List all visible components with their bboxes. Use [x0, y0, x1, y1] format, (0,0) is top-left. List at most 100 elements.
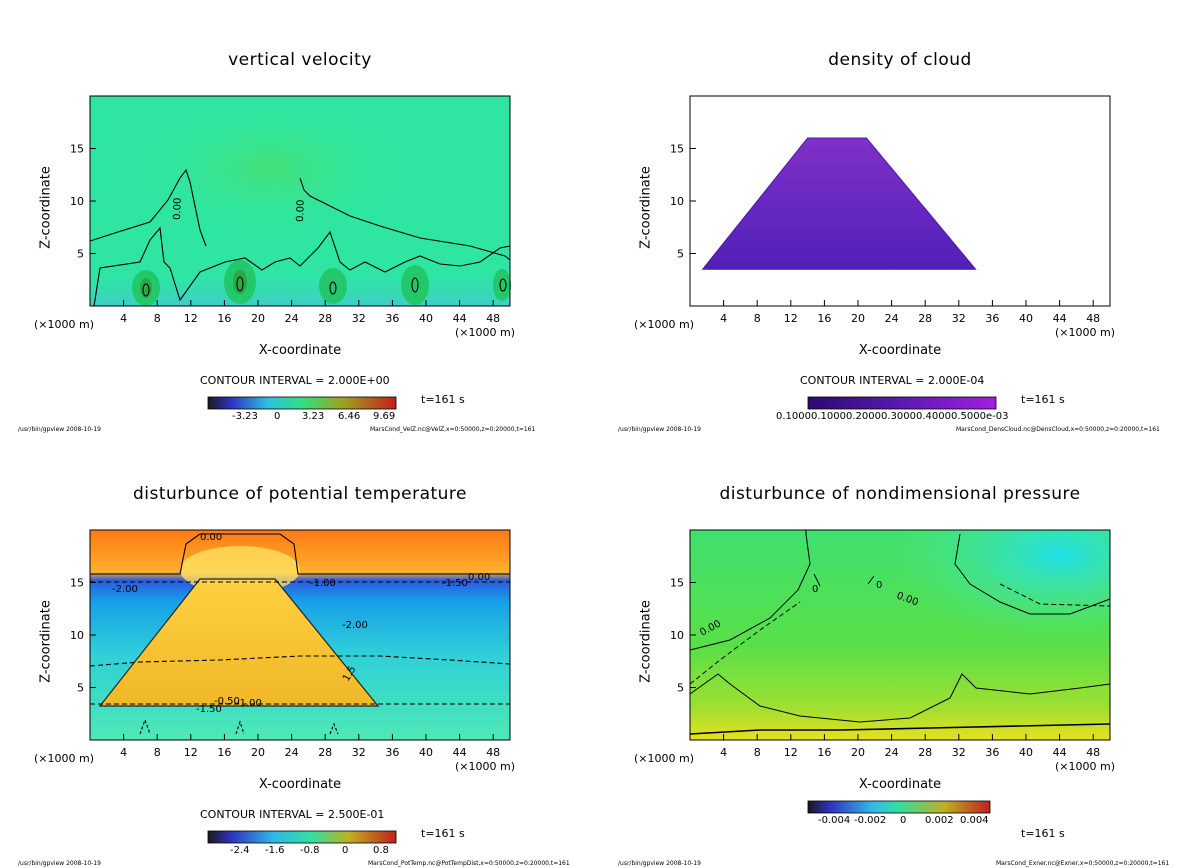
contour-interval: CONTOUR INTERVAL = 2.500E-01 [200, 808, 385, 821]
chart-title: disturbunce of nondimensional pressure [719, 484, 1081, 504]
contour-label: -2.00 [112, 584, 138, 595]
colorbar-tick: -0.002 [854, 815, 887, 826]
footer-right: MarsCond_VelZ.nc@VelZ,x=0:50000,z=0:2000… [370, 426, 536, 433]
y-tick-labels: 5 10 15 [70, 577, 96, 695]
x-unit-left: (×1000 m) [34, 752, 95, 765]
contour-label: -1.50 [196, 704, 222, 715]
colorbar [807, 396, 997, 410]
x-tick-label: 40 [419, 746, 433, 759]
x-tick-label: 28 [318, 312, 332, 325]
x-tick-label: 36 [985, 312, 999, 325]
x-tick-label: 28 [318, 746, 332, 759]
time-label: t=161 s [421, 827, 465, 840]
x-tick-label: 12 [184, 746, 198, 759]
footer-right: MarsCond_PotTemp.nc@PotTempDist,x=0:5000… [368, 860, 570, 867]
x-tick-label: 24 [885, 312, 899, 325]
x-axis-label: X-coordinate [258, 777, 342, 792]
cloud-region [701, 137, 977, 270]
x-axis-label: X-coordinate [858, 343, 942, 358]
footer-left: /usr/bin/gpview 2008-10-19 [618, 426, 701, 433]
x-tick-label: 40 [1019, 746, 1033, 759]
colorbar [207, 396, 397, 410]
x-unit-right: (×1000 m) [1055, 326, 1116, 339]
x-tick-label: 36 [385, 746, 399, 759]
x-unit-right: (×1000 m) [455, 760, 516, 773]
x-tick-label: 20 [851, 746, 865, 759]
chart-title: disturbunce of potential temperature [132, 484, 468, 504]
footer-left: /usr/bin/gpview 2008-10-19 [618, 860, 701, 867]
contour-label: 0 [812, 584, 818, 595]
x-tick-label: 8 [754, 746, 761, 759]
contour-interval: CONTOUR INTERVAL = 2.000E+00 [200, 374, 390, 387]
colorbar-tick: 0.004 [960, 815, 989, 826]
panel-vertical-velocity: 0.00 0.00 4 8 12 16 20 24 28 32 36 40 44 48 5 10 15 v… [0, 0, 600, 434]
contour-label: 0.00 [468, 572, 490, 583]
colorbar-tick: -1.6 [265, 845, 285, 856]
x-tick-label: 44 [453, 312, 467, 325]
y-tick-label: 10 [670, 195, 684, 208]
x-tick-label: 32 [352, 746, 366, 759]
x-tick-labels: 4 8 12 16 20 24 28 32 36 40 44 48 [120, 300, 500, 325]
contour-label: 0.00 [172, 197, 184, 220]
x-tick-label: 12 [784, 746, 798, 759]
x-axis-label: X-coordinate [858, 777, 942, 792]
x-tick-label: 8 [154, 746, 161, 759]
contour-label: -1.00 [236, 698, 262, 709]
x-unit-right: (×1000 m) [455, 326, 516, 339]
y-tick-label: 15 [670, 143, 684, 156]
y-axis-label: Z-coordinate [38, 166, 54, 249]
x-tick-label: 20 [851, 312, 865, 325]
x-tick-label: 36 [985, 746, 999, 759]
x-tick-label: 4 [720, 312, 727, 325]
x-tick-labels: 4 8 12 16 20 24 28 32 36 40 44 48 [720, 300, 1100, 325]
y-tick-label: 15 [70, 143, 84, 156]
x-tick-label: 24 [285, 312, 299, 325]
colorbar-tick: 0.002 [925, 815, 954, 826]
y-tick-label: 10 [70, 195, 84, 208]
contour-label: -2.00 [342, 620, 368, 631]
footer-right: MarsCond_DensCloud.nc@DensCloud,x=0:5000… [956, 426, 1160, 433]
colorbar-tick: 0.10000.10000.20000.30000.40000.5000e-03 [776, 411, 1009, 422]
x-tick-label: 4 [120, 312, 127, 325]
y-tick-label: 5 [77, 682, 84, 695]
contour-label: -1.00 [310, 578, 336, 589]
contour-label: 0 [876, 580, 882, 591]
x-tick-label: 28 [918, 746, 932, 759]
contours [89, 168, 511, 307]
colorbar-tick: 0 [274, 411, 281, 422]
colorbar-tick: -3.23 [232, 411, 258, 422]
x-tick-label: 16 [817, 746, 831, 759]
y-tick-label: 15 [70, 577, 84, 590]
updraft-cells [132, 260, 511, 306]
footer-left: /usr/bin/gpview 2008-10-19 [18, 426, 101, 433]
x-tick-label: 12 [184, 312, 198, 325]
contour-label: -0.50 [214, 696, 240, 707]
y-tick-labels: 5 10 15 [70, 143, 96, 261]
y-axis-label: Z-coordinate [38, 600, 54, 683]
panel-density-of-cloud: 4 8 12 16 20 24 28 32 36 40 44 48 5 10 15 density of … [600, 0, 1200, 434]
colorbar-tick: -0.8 [300, 845, 320, 856]
x-unit-left: (×1000 m) [634, 752, 695, 765]
x-tick-label: 8 [754, 312, 761, 325]
x-tick-label: 20 [251, 312, 265, 325]
contours [89, 533, 511, 735]
x-tick-label: 44 [1053, 312, 1067, 325]
y-tick-label: 5 [77, 248, 84, 261]
x-tick-label: 32 [352, 312, 366, 325]
x-tick-label: 48 [486, 746, 500, 759]
x-tick-labels: 4 8 12 16 20 24 28 32 36 40 44 48 [720, 734, 1100, 759]
x-tick-label: 20 [251, 746, 265, 759]
x-tick-labels: 4 8 12 16 20 24 28 32 36 40 44 48 [120, 734, 500, 759]
colorbar-tick: 9.69 [373, 411, 396, 422]
x-tick-label: 16 [817, 312, 831, 325]
panel-nondimensional-pressure: 0.00 0.00 0 0 4 8 12 16 20 24 28 32 36 40 44 48 5 10… [600, 434, 1200, 868]
x-unit-right: (×1000 m) [1055, 760, 1116, 773]
contour-interval: CONTOUR INTERVAL = 2.000E-04 [800, 374, 985, 387]
x-tick-label: 48 [486, 312, 500, 325]
x-tick-label: 28 [918, 312, 932, 325]
colorbar [807, 800, 991, 814]
y-tick-labels: 5 10 15 [670, 577, 696, 695]
panel-potential-temperature: 0.00 -2.00 -1.00 -2.00 0.00 -1.50 -0.50 … [0, 434, 600, 868]
contour-label: 0.00 [295, 199, 307, 222]
